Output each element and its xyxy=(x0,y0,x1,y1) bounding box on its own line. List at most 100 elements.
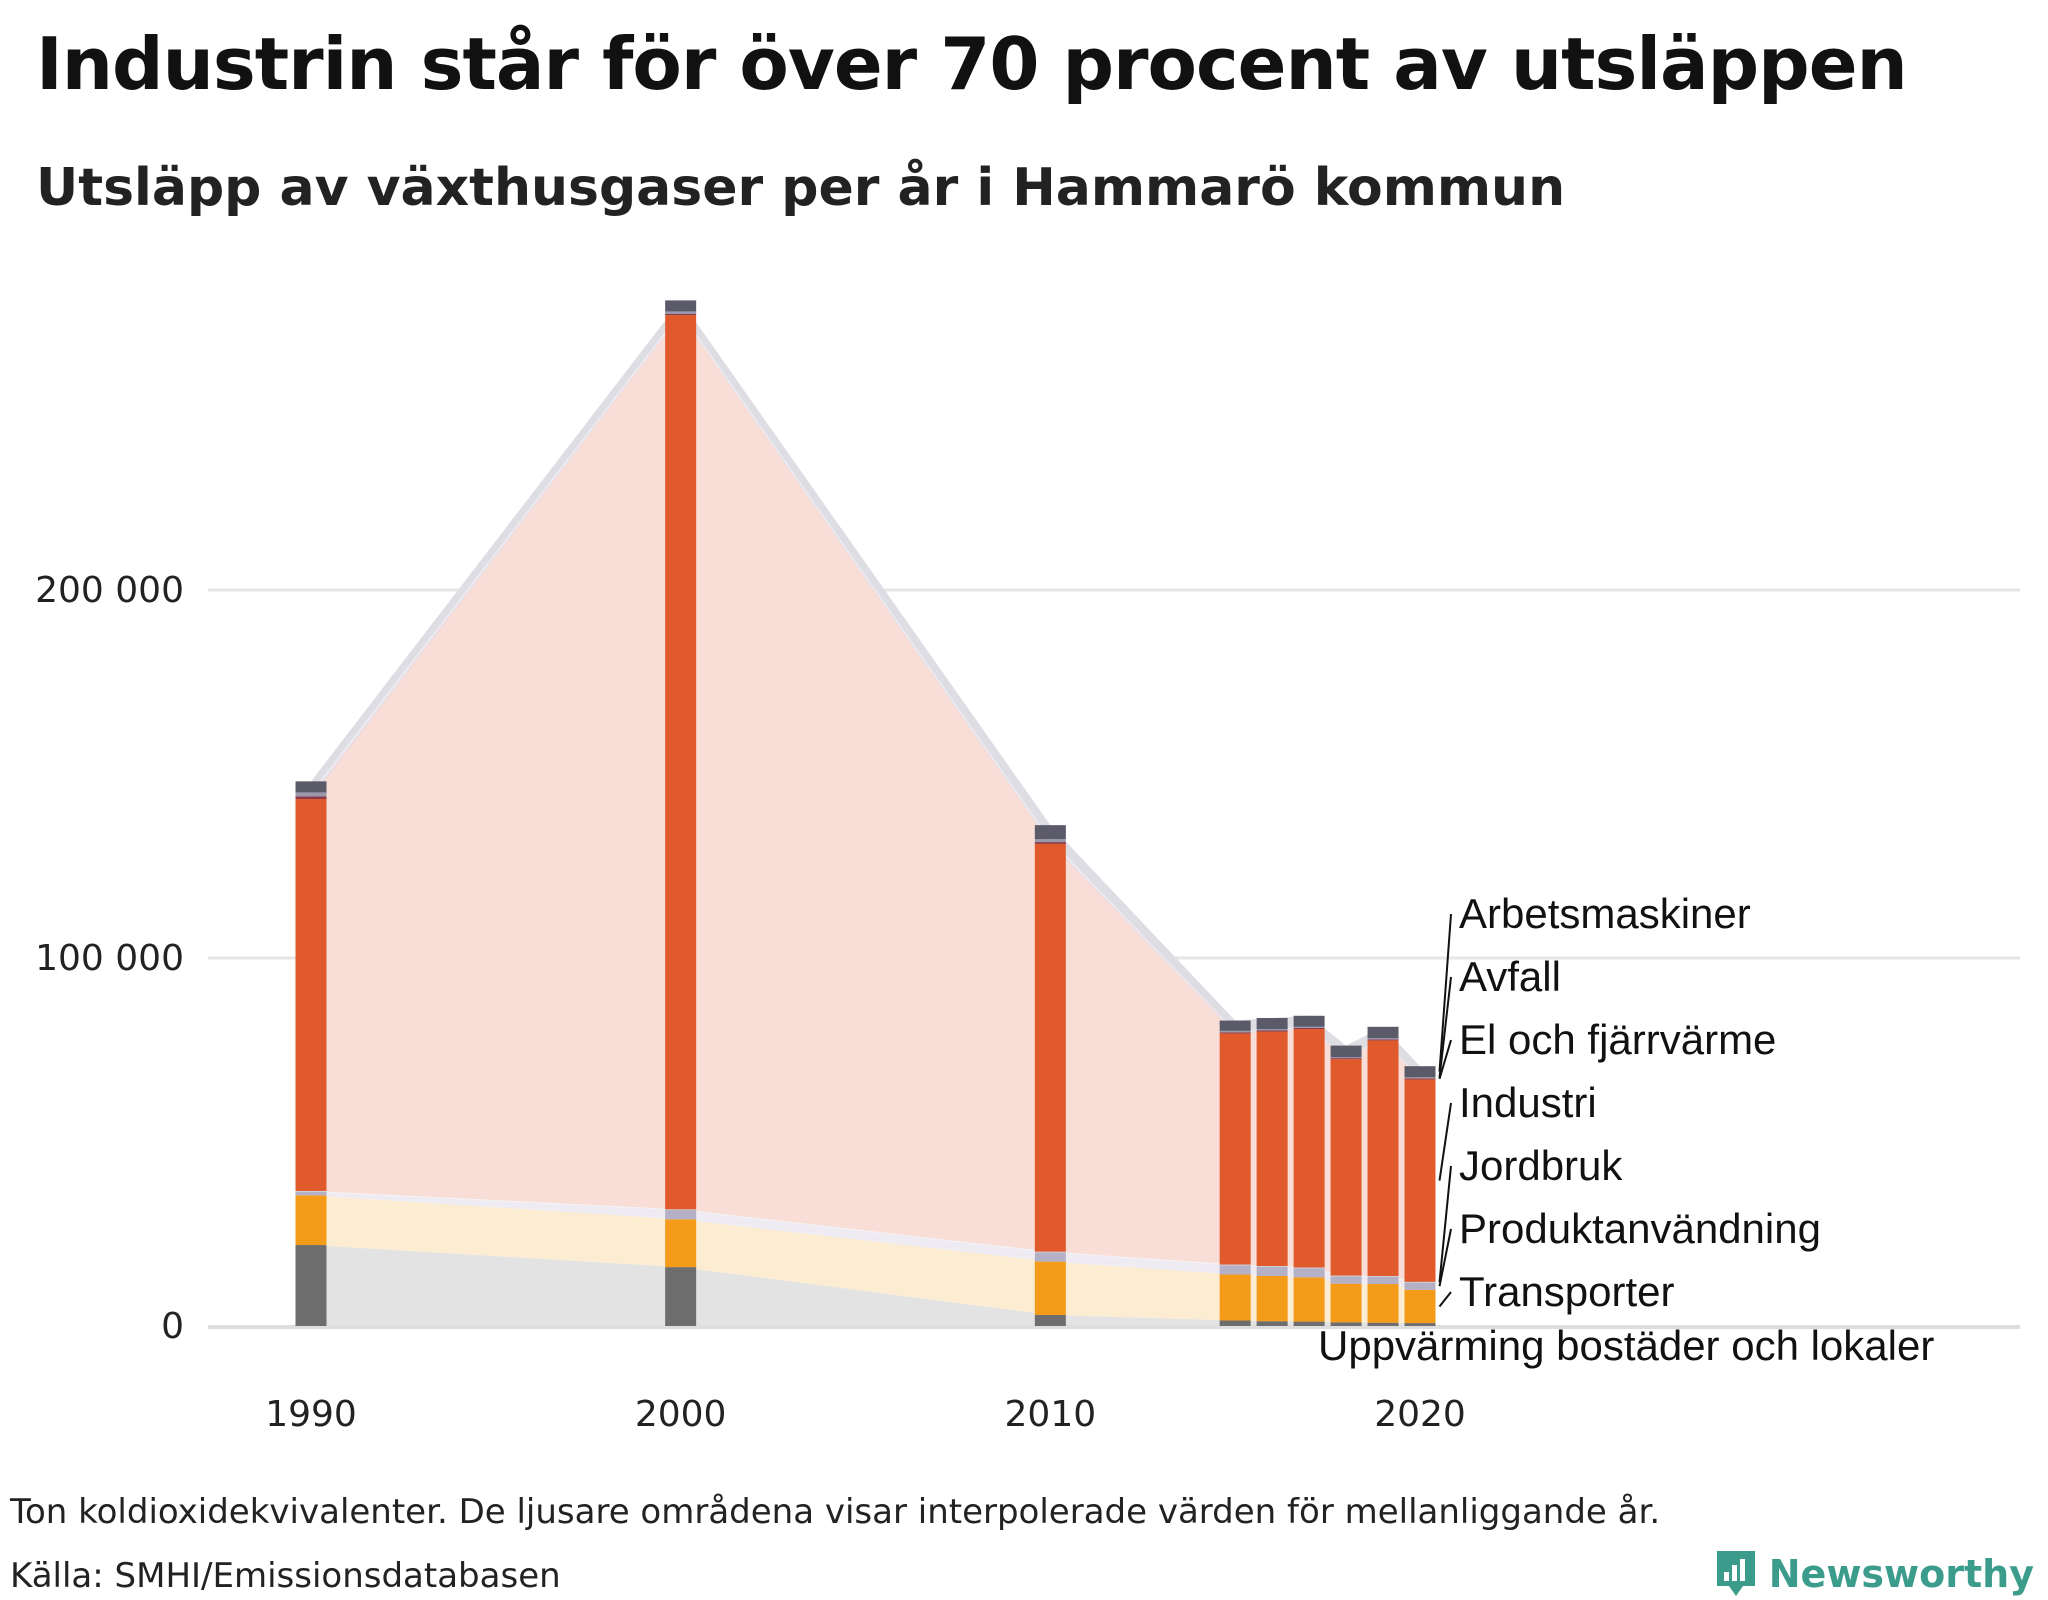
bar-2016-arbetsmaskiner xyxy=(1256,1017,1288,1030)
chart-title: Industrin står för över 70 procent av ut… xyxy=(36,22,1908,106)
chart-subtitle: Utsläpp av växthusgaser per år i Hammarö… xyxy=(36,158,1566,218)
bar-2020-uppv-rming-bost-der-och-lokaler xyxy=(1404,1323,1436,1326)
bar-2020-produktanv-ndning xyxy=(1404,1282,1436,1290)
bar-2017-el-och-fj-rrv-rme xyxy=(1293,1027,1325,1030)
bar-2018-avfall xyxy=(1330,1056,1362,1059)
legend-label-transporter: Transporter xyxy=(1459,1268,1675,1315)
chart-source: Källa: SMHI/Emissionsdatabasen xyxy=(10,1556,561,1596)
bar-2018-transporter xyxy=(1330,1283,1362,1323)
legend-label-industri: Industri xyxy=(1459,1079,1597,1126)
leader-line-produktanv-ndning xyxy=(1438,1228,1452,1287)
bar-2020-arbetsmaskiner xyxy=(1404,1066,1436,1078)
bar-2016-el-och-fj-rrv-rme xyxy=(1256,1030,1288,1032)
bar-2015-uppv-rming-bost-der-och-lokaler xyxy=(1219,1320,1251,1326)
bar-2017-industri xyxy=(1293,1029,1325,1268)
bar-2018-uppv-rming-bost-der-och-lokaler xyxy=(1330,1322,1362,1326)
bar-2019-arbetsmaskiner xyxy=(1367,1026,1399,1039)
bar-2010-avfall xyxy=(1034,839,1066,843)
bar-2018-el-och-fj-rrv-rme xyxy=(1330,1058,1362,1060)
bar-2010-industri xyxy=(1034,843,1066,1252)
bar-2000-transporter xyxy=(665,1219,697,1268)
bar-2019-avfall xyxy=(1367,1038,1399,1040)
y-tick-label-100000: 100 000 xyxy=(35,938,184,979)
bar-2000-produktanv-ndning xyxy=(665,1210,697,1220)
newsworthy-logo-icon xyxy=(1716,1551,1755,1596)
bar-2015-jordbruk xyxy=(1219,1264,1251,1266)
bar-2016-avfall xyxy=(1256,1029,1288,1031)
bar-2010-jordbruk xyxy=(1034,1251,1066,1253)
bar-2019-industri xyxy=(1367,1040,1399,1276)
bar-2019-produktanv-ndning xyxy=(1367,1276,1399,1285)
y-tick-label-0: 0 xyxy=(161,1306,184,1347)
bar-2016-produktanv-ndning xyxy=(1256,1266,1288,1276)
bar-2019-uppv-rming-bost-der-och-lokaler xyxy=(1367,1322,1399,1326)
legend-label-jordbruk: Jordbruk xyxy=(1459,1142,1623,1189)
chart-note: Ton koldioxidekvivalenter. De ljusare om… xyxy=(10,1492,1661,1532)
bar-2000-uppv-rming-bost-der-och-lokaler xyxy=(665,1267,697,1326)
bar-2010-arbetsmaskiner xyxy=(1034,825,1066,840)
area-band-industri xyxy=(311,315,1420,1282)
bar-1990-avfall xyxy=(295,792,327,797)
chart: 0 100 000 200 000 1990 2000 2010 2020 Arbetsmas… xyxy=(35,300,2020,1435)
bar-1990-produktanv-ndning xyxy=(295,1191,327,1196)
bar-2020-el-och-fj-rrv-rme xyxy=(1404,1078,1436,1080)
bar-2017-produktanv-ndning xyxy=(1293,1268,1325,1278)
bar-2016-transporter xyxy=(1256,1275,1288,1322)
leader-line-transporter xyxy=(1438,1291,1452,1308)
leader-line-industri xyxy=(1438,1102,1452,1181)
leader-line-jordbruk xyxy=(1438,1165,1452,1283)
bar-2018-industri xyxy=(1330,1059,1362,1276)
bar-2015-produktanv-ndning xyxy=(1219,1265,1251,1275)
bar-2018-produktanv-ndning xyxy=(1330,1276,1362,1284)
brand[interactable]: Newsworthy xyxy=(1713,1548,2034,1600)
bar-2018-arbetsmaskiner xyxy=(1330,1045,1362,1057)
bar-2016-industri xyxy=(1256,1031,1288,1267)
bar-2016-uppv-rming-bost-der-och-lokaler xyxy=(1256,1321,1288,1326)
bar-2017-uppv-rming-bost-der-och-lokaler xyxy=(1293,1321,1325,1326)
bar-2020-industri xyxy=(1404,1079,1436,1282)
bar-2019-el-och-fj-rrv-rme xyxy=(1367,1039,1399,1041)
x-tick-label-2020: 2020 xyxy=(1374,1394,1466,1435)
bar-2010-produktanv-ndning xyxy=(1034,1252,1066,1262)
bar-2000-industri xyxy=(665,315,697,1210)
legend-label-avfall: Avfall xyxy=(1459,953,1561,1000)
brand-name: Newsworthy xyxy=(1768,1552,2034,1596)
bar-1990-industri xyxy=(295,799,327,1191)
bar-2015-transporter xyxy=(1219,1274,1251,1321)
bar-2015-industri xyxy=(1219,1033,1251,1265)
leader-line-arbetsmaskiner xyxy=(1438,913,1452,1072)
leader-line-avfall xyxy=(1438,976,1452,1078)
bar-2017-transporter xyxy=(1293,1277,1325,1322)
bar-2017-arbetsmaskiner xyxy=(1293,1015,1325,1027)
bar-2000-el-och-fj-rrv-rme xyxy=(665,314,697,316)
bar-2010-uppv-rming-bost-der-och-lokaler xyxy=(1034,1314,1066,1326)
bar-2015-avfall xyxy=(1219,1030,1251,1033)
leader-line-el-och-fj-rrv-rme xyxy=(1438,1039,1452,1080)
x-tick-label-2010: 2010 xyxy=(1005,1394,1097,1435)
legend-label-produktanv-ndning: Produktanvändning xyxy=(1459,1205,1821,1252)
x-tick-label-2000: 2000 xyxy=(635,1394,727,1435)
bar-2017-jordbruk xyxy=(1293,1267,1325,1269)
bar-2000-arbetsmaskiner xyxy=(665,300,697,312)
bar-2016-jordbruk xyxy=(1256,1266,1288,1267)
bar-2019-transporter xyxy=(1367,1284,1399,1323)
bar-2018-jordbruk xyxy=(1330,1275,1362,1277)
y-tick-label-200000: 200 000 xyxy=(35,570,184,611)
legend-label-el-och-fj-rrv-rme: El och fjärrvärme xyxy=(1459,1016,1776,1063)
bar-2000-avfall xyxy=(665,311,697,314)
bar-2010-transporter xyxy=(1034,1261,1066,1315)
legend-label-uppv-rming-bost-der-och-lokaler: Uppvärming bostäder och lokaler xyxy=(1318,1322,1934,1369)
bar-1990-el-och-fj-rrv-rme xyxy=(295,796,327,800)
bar-2020-avfall xyxy=(1404,1077,1436,1079)
bar-2017-avfall xyxy=(1293,1026,1325,1028)
bar-2020-transporter xyxy=(1404,1289,1436,1324)
bar-2010-el-och-fj-rrv-rme xyxy=(1034,842,1066,844)
bar-2015-arbetsmaskiner xyxy=(1219,1020,1251,1031)
bar-2000-jordbruk xyxy=(665,1209,697,1211)
bar-1990-transporter xyxy=(295,1195,327,1246)
area-band-transporter xyxy=(311,1195,1420,1324)
x-tick-label-1990: 1990 xyxy=(265,1394,357,1435)
bar-1990-uppv-rming-bost-der-och-lokaler xyxy=(295,1245,327,1326)
bar-2019-jordbruk xyxy=(1367,1275,1399,1277)
bar-1990-jordbruk xyxy=(295,1190,327,1192)
